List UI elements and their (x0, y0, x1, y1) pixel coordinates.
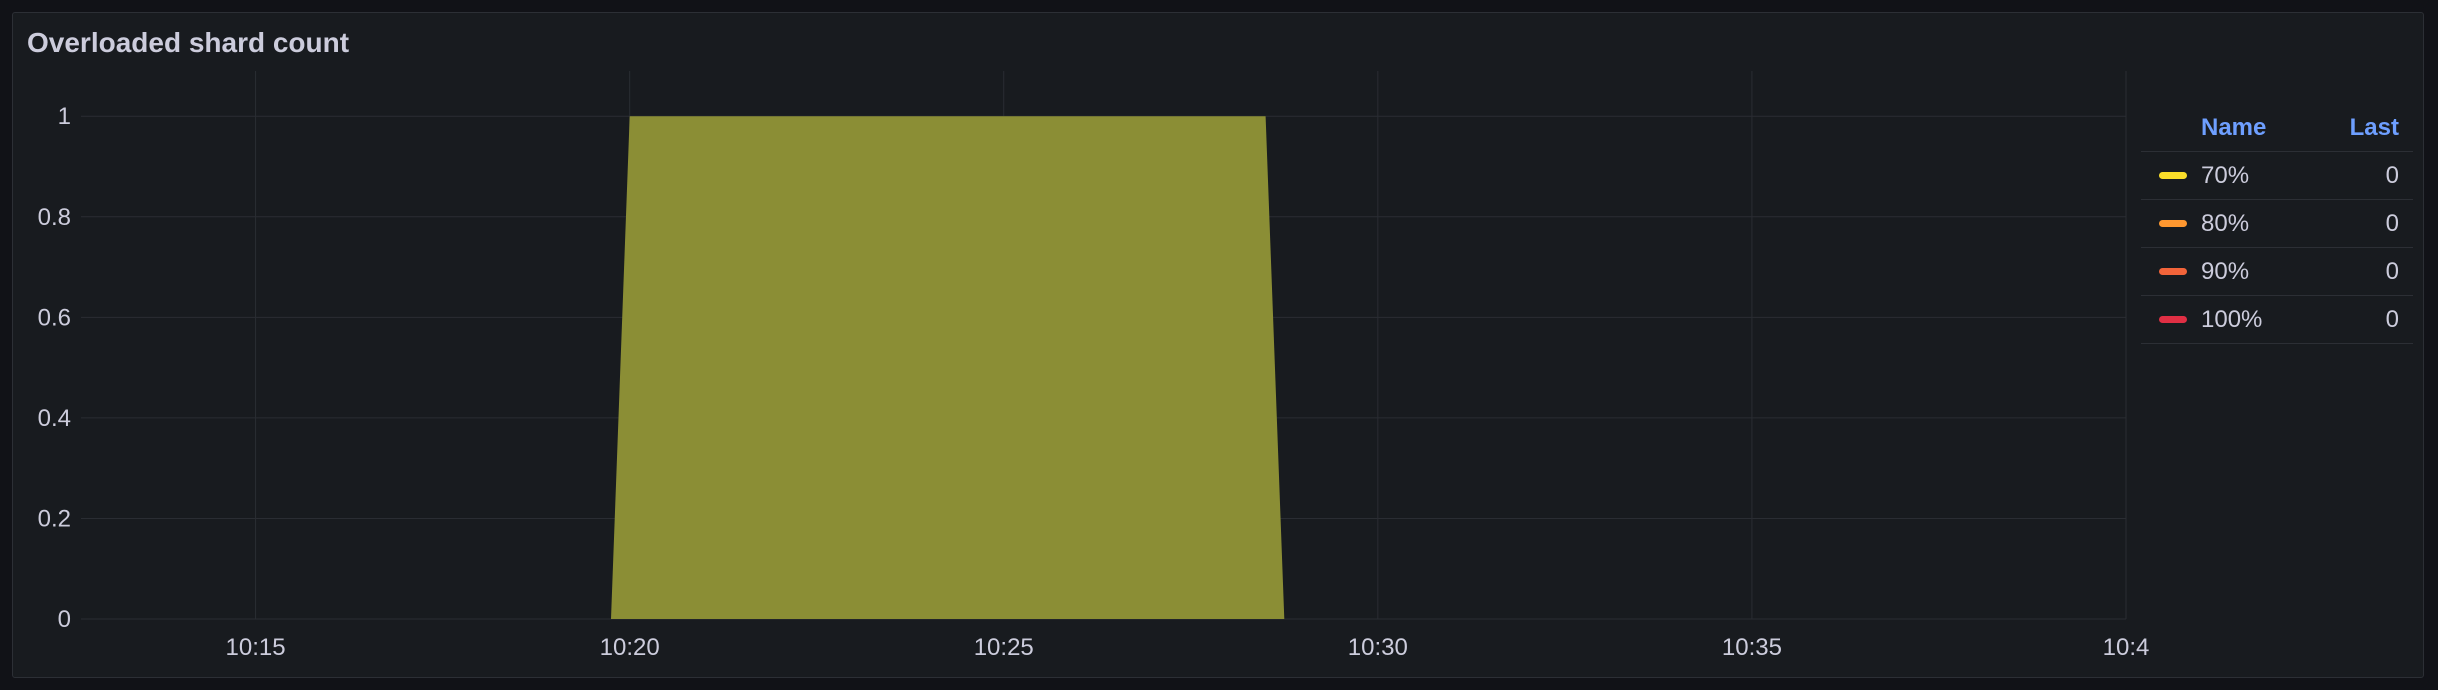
legend-header: Name Last (2141, 105, 2413, 152)
x-tick-label: 10:35 (1722, 634, 1782, 661)
x-tick-label: 10:30 (1348, 634, 1408, 661)
legend-item-100[interactable]: 100% 0 (2141, 296, 2413, 344)
legend-item-label: 90% (2201, 257, 2250, 285)
legend-item-last-value: 0 (2385, 161, 2399, 189)
legend-swatch (2159, 220, 2187, 227)
legend-swatch (2159, 316, 2187, 323)
panel-title[interactable]: Overloaded shard count (27, 27, 350, 58)
y-tick-label: 0 (58, 606, 71, 633)
y-tick-label: 0.8 (38, 204, 71, 231)
x-tick-label: 10:15 (226, 634, 286, 661)
legend-swatch (2159, 268, 2187, 275)
plot-area[interactable]: 0 0.2 0.4 0.6 0.8 1 10:15 10:20 10:25 10:30 10:35… (13, 13, 2425, 679)
series-area-70pct (611, 116, 1285, 619)
series-areas (611, 116, 1285, 619)
legend-item-last-value: 0 (2385, 305, 2399, 333)
x-tick-label: 10:20 (600, 634, 660, 661)
chart-panel: Overloaded shard count 0 0.2 0.4 0.6 0.8 1 10… (12, 12, 2424, 678)
legend-header-name[interactable]: Name (2201, 114, 2267, 141)
y-axis: 0 0.2 0.4 0.6 0.8 1 (38, 103, 71, 633)
legend-item-label: 70% (2201, 161, 2250, 189)
legend-item-80[interactable]: 80% 0 (2141, 200, 2413, 248)
x-axis: 10:15 10:20 10:25 10:30 10:35 10:4 (226, 634, 2150, 661)
legend-swatch (2159, 172, 2187, 179)
x-tick-label: 10:25 (974, 634, 1034, 661)
y-tick-label: 0.2 (38, 505, 71, 532)
legend-item-70[interactable]: 70% 0 (2141, 152, 2413, 200)
legend-item-last-value: 0 (2385, 257, 2399, 285)
y-tick-label: 1 (58, 103, 71, 130)
legend-item-last-value: 0 (2385, 209, 2399, 237)
legend-header-last[interactable]: Last (2349, 114, 2399, 141)
y-tick-label: 0.6 (38, 304, 71, 331)
legend-item-label: 100% (2201, 305, 2263, 333)
legend-table: Name Last 70% 0 80% 0 90% 0 100% 0 (2141, 105, 2413, 344)
legend-item-label: 80% (2201, 209, 2250, 237)
x-tick-label: 10:4 (2103, 634, 2150, 661)
y-tick-label: 0.4 (38, 405, 71, 432)
legend-item-90[interactable]: 90% 0 (2141, 248, 2413, 296)
